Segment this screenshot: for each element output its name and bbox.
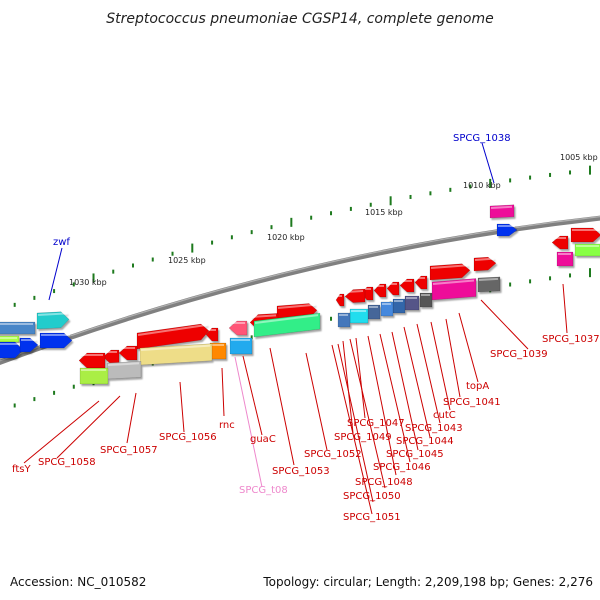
label-spcg-1053: SPCG_1053 [272, 466, 330, 477]
label-spcg-1050: SPCG_1050 [343, 491, 401, 502]
leader-line-6 [430, 321, 451, 411]
gene-cyan-zwf [36, 311, 70, 330]
leader-line-22 [179, 381, 185, 433]
gene-sky-1 [229, 337, 253, 355]
gene-green-big [253, 312, 321, 338]
leader-line-0 [481, 142, 495, 184]
tick-label-1010: 1010 kbp [463, 181, 501, 190]
gene-topa-shine [430, 264, 469, 269]
gene-spcg-1052-shine [277, 303, 316, 309]
label-spcg-1046: SPCG_1046 [373, 462, 431, 473]
gene-cyan-zwf-shine [37, 312, 68, 316]
inner-tick-ring [13, 268, 592, 408]
gene-zwf [39, 332, 73, 349]
gene-spcg-1053-shine [250, 314, 277, 318]
tick-label-1025: 1025 kbp [168, 256, 206, 265]
leader-line-3 [480, 299, 529, 350]
label-topa: topA [466, 381, 489, 392]
leader-line-9 [391, 331, 419, 451]
label-spcg-1056: SPCG_1056 [159, 432, 217, 443]
label-spcg-1037: SPCG_1037 [542, 334, 600, 345]
leader-line-1 [48, 247, 63, 301]
gene-spcg-1056-shine [137, 323, 208, 336]
gene-spcg-1039-shine [474, 257, 495, 261]
gene-magenta-big-shine [432, 279, 475, 285]
label-ftsy: ftsY [12, 464, 31, 475]
outer-tick-ring [13, 165, 592, 307]
leader-line-25 [23, 400, 100, 464]
gene-blue-3 [19, 337, 39, 353]
label-spcg-1049: SPCG_1049 [334, 432, 392, 443]
label-spcg-1052: SPCG_1052 [304, 449, 362, 460]
gene-green-big-shine [254, 314, 319, 324]
gene-red-2 [570, 227, 600, 243]
leader-line-16 [331, 344, 373, 515]
gene-sand-1-shine [140, 344, 211, 351]
gene-grey-2 [419, 292, 433, 308]
leader-line-5 [445, 318, 461, 398]
leader-line-18 [269, 347, 295, 466]
tick-labels: 1005 kbp 1010 kbp 1015 kbp 1020 kbp 1025… [69, 153, 598, 287]
leader-line-12 [355, 337, 366, 419]
gene-steel-4 [337, 312, 351, 328]
label-spcg-1043: SPCG_1043 [405, 423, 463, 434]
label-spcg-1047: SPCG_1047 [347, 418, 405, 429]
gene-spcg-1046-shine [345, 290, 364, 293]
leader-line-24 [56, 395, 121, 459]
leader-line-8 [403, 326, 431, 438]
leader-line-13 [349, 338, 386, 489]
label-cutc: cutC [433, 410, 456, 421]
tick-label-1005: 1005 kbp [560, 153, 598, 162]
label-spcg-1048: SPCG_1048 [355, 477, 413, 488]
label-rnc: rnc [219, 420, 235, 431]
label-spcg-1057: SPCG_1057 [100, 445, 158, 456]
gene-spcg-1038-shine [490, 205, 513, 209]
leader-lines [23, 142, 568, 515]
leader-line-15 [337, 343, 374, 503]
gene-lime-1 [79, 367, 109, 385]
map-title: Streptococcus pneumoniae CGSP14, complet… [106, 11, 494, 27]
label-spcg-1039: SPCG_1039 [490, 349, 548, 360]
leader-line-2 [562, 283, 568, 334]
label-spcg-1058: SPCG_1058 [38, 457, 96, 468]
label-spcg-1041: SPCG_1041 [443, 397, 501, 408]
label-spcg-t08: SPCG_t08 [239, 485, 288, 496]
label-spcg-1045: SPCG_1045 [386, 449, 444, 460]
label-spcg-1044: SPCG_1044 [396, 436, 454, 447]
tick-label-1015: 1015 kbp [365, 208, 403, 217]
leader-line-20 [242, 355, 263, 436]
leader-line-21 [221, 367, 225, 417]
gene-steel-2 [380, 301, 394, 317]
leader-line-23 [126, 392, 137, 444]
gene-lightgrey-1-shine [107, 362, 140, 366]
genome-summary-text: Topology: circular; Length: 2,209,198 bp… [262, 575, 593, 589]
accession-text: Accession: NC_010582 [10, 575, 146, 589]
label-zwf: zwf [53, 237, 70, 248]
leader-line-4 [458, 312, 479, 383]
leader-line-17 [305, 352, 328, 451]
leader-line-19 [234, 356, 263, 488]
genome-backbone-highlight [0, 216, 600, 362]
leader-line-10 [379, 333, 411, 463]
genome-backbone [0, 215, 600, 365]
tick-label-1030: 1030 kbp [69, 278, 107, 287]
gene-grey-1-shine [478, 277, 499, 281]
gene-labels: SPCG_1038 zwf SPCG_1037 SPCG_1039 topA S… [12, 133, 600, 523]
gene-features [0, 204, 600, 385]
tick-label-1020: 1020 kbp [267, 233, 305, 242]
label-spcg-1051: SPCG_1051 [343, 512, 401, 523]
label-guac: guaC [250, 434, 276, 445]
label-spcg-1038: SPCG_1038 [453, 133, 511, 144]
gene-magenta-1 [556, 251, 574, 267]
gene-blue-2 [0, 341, 24, 359]
leader-line-7 [416, 323, 441, 424]
leader-line-11 [367, 335, 397, 476]
